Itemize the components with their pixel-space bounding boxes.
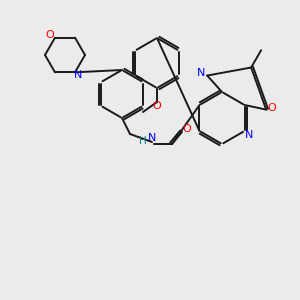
Text: N: N: [245, 130, 254, 140]
Text: O: O: [153, 101, 161, 111]
Text: O: O: [268, 103, 277, 112]
Text: N: N: [74, 70, 82, 80]
Text: O: O: [46, 30, 54, 40]
Text: H: H: [139, 136, 147, 146]
Text: O: O: [183, 124, 191, 134]
Text: N: N: [148, 133, 156, 143]
Text: N: N: [197, 68, 206, 78]
